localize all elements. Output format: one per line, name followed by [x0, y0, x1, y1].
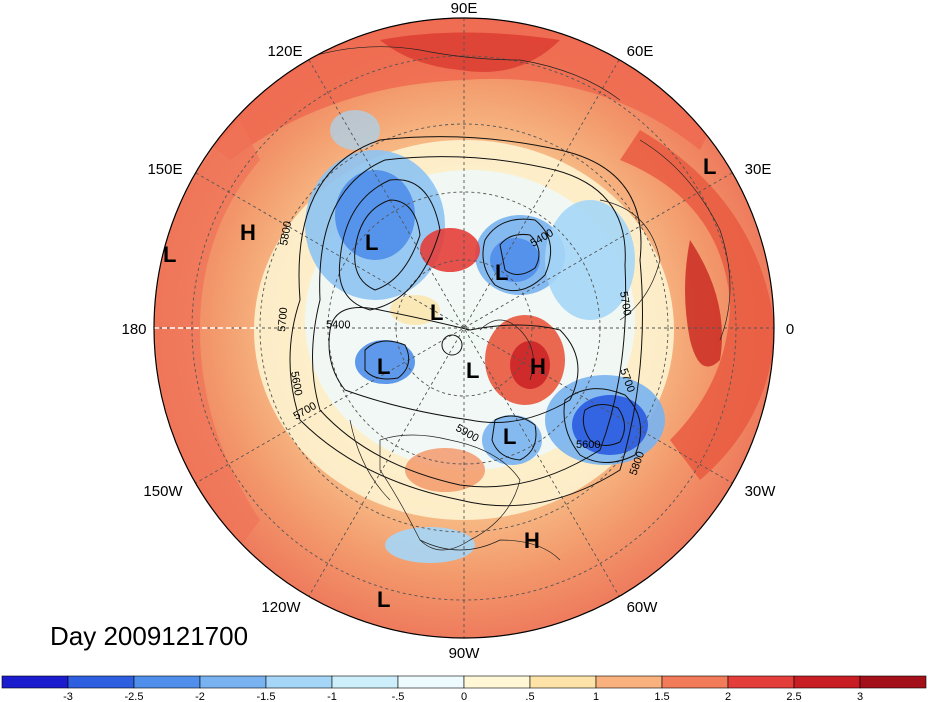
map-boundary	[153, 17, 775, 639]
colorbar-tick-label: -3	[63, 691, 73, 702]
contour-label: 5600	[576, 439, 600, 451]
pressure-center-label: L	[377, 354, 390, 379]
colorbar-tick-label: .5	[525, 691, 534, 702]
lon-label-0: 0	[786, 321, 794, 338]
lon-label-150e: 150E	[147, 161, 182, 178]
pressure-center-label: L	[495, 260, 508, 285]
colorbar-swatch	[265, 675, 333, 689]
colorbar-swatch	[661, 675, 729, 689]
colorbar-swatch	[199, 675, 267, 689]
colorbar-tick-label: 1	[593, 691, 599, 702]
lon-label-60e: 60E	[627, 43, 654, 60]
pressure-center-label: L	[377, 587, 390, 612]
lon-label-30e: 30E	[745, 161, 772, 178]
lon-label-90w: 90W	[449, 645, 481, 662]
lon-label-120e: 120E	[267, 43, 302, 60]
colorbar-tick-label: -2.5	[125, 691, 144, 702]
lon-label-30w: 30W	[745, 483, 777, 500]
pressure-centers: L H L L L L L L H L H L	[163, 154, 716, 612]
colorbar-swatch	[331, 675, 399, 689]
colorbar-swatch	[1, 675, 69, 689]
longitude-labels: 90E 60E 120E 150E 30E 180 0 150W 30W 120…	[121, 0, 794, 662]
colorbar-swatch	[727, 675, 795, 689]
colorbar-tick-label: 1.5	[654, 691, 669, 702]
coastlines	[299, 46, 731, 561]
contour-label: 5800	[278, 220, 294, 246]
colorbar-swatch	[133, 675, 201, 689]
anomaly-field	[154, 18, 774, 638]
colorbar-tick-label: -.5	[392, 691, 405, 702]
colorbar-swatch	[793, 675, 861, 689]
lon-label-90e: 90E	[451, 0, 478, 17]
pressure-center-label: H	[524, 528, 540, 553]
pressure-center-label: L	[466, 358, 479, 383]
date-label: Day 2009121700	[50, 621, 248, 651]
colorbar-tick-label: 2	[725, 691, 731, 702]
pressure-center-label: L	[430, 300, 443, 325]
lon-label-60w: 60W	[627, 599, 659, 616]
lon-label-150w: 150W	[143, 483, 183, 500]
colorbar-swatch	[463, 675, 531, 689]
colorbar-swatch	[529, 675, 597, 689]
height-contours	[289, 136, 643, 507]
contour-label: 5700	[276, 307, 290, 332]
colorbar-tick-label: -1	[327, 691, 337, 702]
colorbar-swatch	[595, 675, 663, 689]
pressure-center-label: H	[530, 354, 546, 379]
pressure-center-label: H	[240, 220, 256, 245]
pressure-center-label: L	[365, 230, 378, 255]
colorbar-tick-label: 3	[857, 691, 863, 702]
colorbar-tick-label: 0	[461, 691, 467, 702]
colorbar-tick-label: 2.5	[786, 691, 801, 702]
pressure-center-label: L	[703, 154, 716, 179]
contour-label: 5400	[326, 319, 350, 331]
lon-label-120w: 120W	[261, 599, 301, 616]
pressure-center-label: L	[503, 424, 516, 449]
colorbar-tick-label: -2	[195, 691, 205, 702]
colorbar-swatch	[67, 675, 135, 689]
pressure-center-label: L	[163, 242, 176, 267]
contour-label: 5700	[617, 290, 633, 316]
colorbar-swatch	[397, 675, 465, 689]
colorbar: -3 -2.5 -2 -1.5 -1 -.5 0 .5 1 1.5 2 2.5 3	[1, 675, 927, 702]
colorbar-swatch	[859, 675, 927, 689]
colorbar-tick-label: -1.5	[257, 691, 276, 702]
graticule	[154, 18, 774, 638]
contour-label: 5600	[288, 370, 304, 396]
lon-label-180: 180	[121, 321, 146, 338]
